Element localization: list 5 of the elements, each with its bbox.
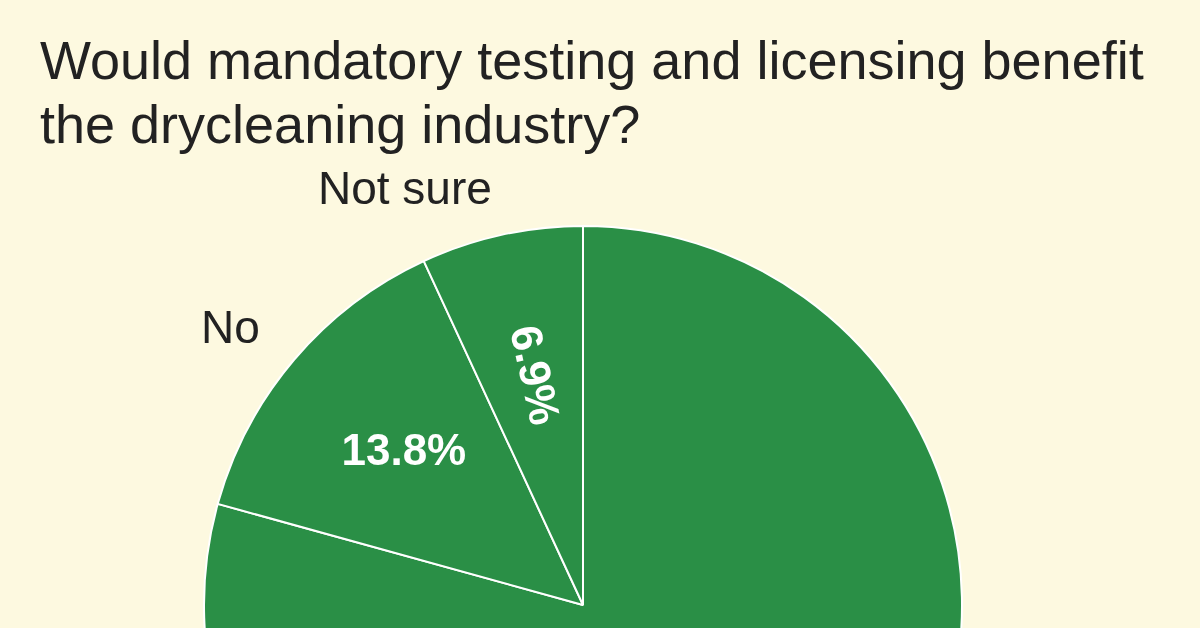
slice-label: Not sure	[317, 161, 492, 214]
slice-label: No	[200, 301, 260, 354]
data-label: 13.8%	[341, 425, 467, 475]
data-label: 6.9%	[501, 320, 571, 430]
chart-title: Would mandatory testing and licensing benefit the drycleaning industry?	[40, 29, 1145, 156]
